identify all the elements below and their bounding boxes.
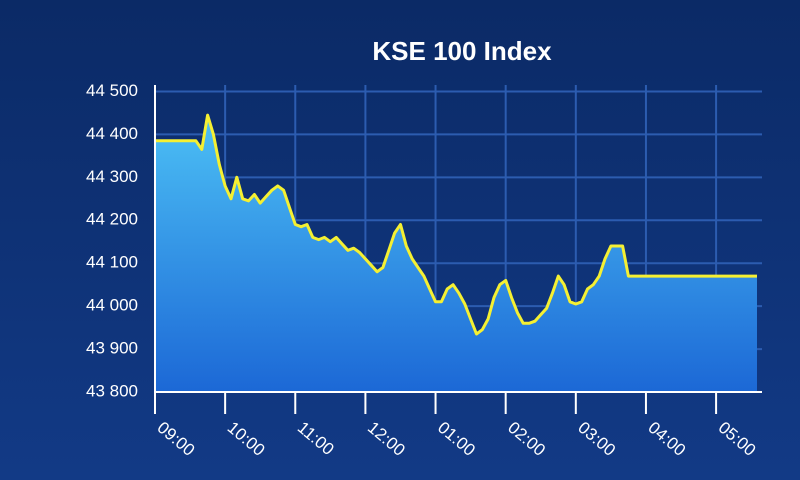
chart-title: KSE 100 Index	[372, 36, 552, 66]
area	[155, 115, 757, 392]
y-tick-label: 44 400	[86, 124, 138, 143]
y-tick-label: 43 900	[86, 339, 138, 358]
y-tick-label: 44 500	[86, 81, 138, 100]
y-tick-label: 44 200	[86, 210, 138, 229]
line	[155, 113, 757, 336]
y-tick-label: 44 000	[86, 296, 138, 315]
y-tick-label: 44 100	[86, 253, 138, 272]
y-tick-label: 43 800	[86, 381, 138, 400]
y-tick-label: 44 300	[86, 167, 138, 186]
